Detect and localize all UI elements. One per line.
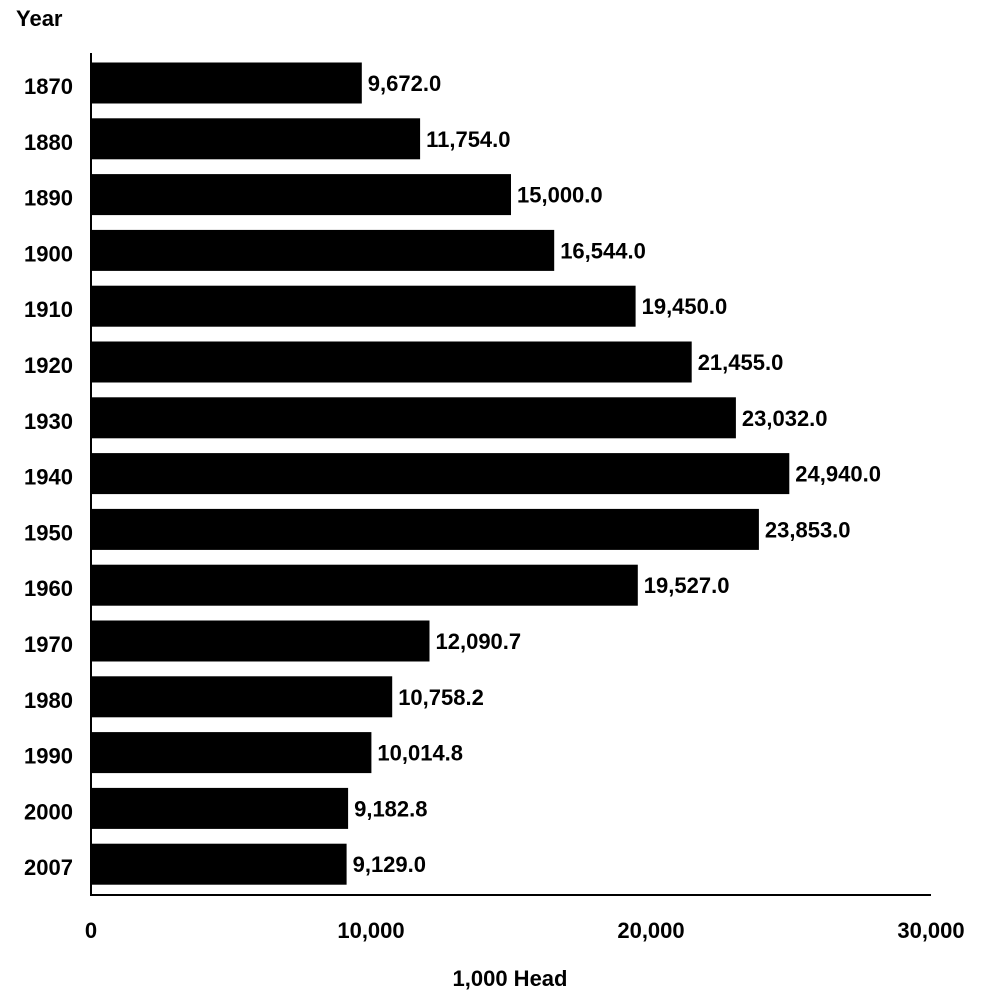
bar-1910 (91, 285, 636, 327)
data-label-1980: 10,758.2 (398, 685, 484, 710)
x-tick-label-20000: 20,000 (617, 918, 684, 943)
bar-1920 (91, 341, 692, 383)
data-label-1990: 10,014.8 (377, 741, 463, 766)
data-label-2007: 9,129.0 (353, 852, 426, 877)
bar-1870 (91, 62, 362, 104)
category-label-1990: 1990 (24, 744, 73, 769)
y-axis-title: Year (16, 6, 63, 31)
bar-2000 (91, 787, 349, 829)
x-tick-label-0: 0 (85, 918, 97, 943)
bar-1980 (91, 676, 393, 718)
data-label-1930: 23,032.0 (742, 406, 828, 431)
data-label-1890: 15,000.0 (517, 183, 603, 208)
x-axis-title: 1,000 Head (453, 966, 568, 991)
bar-1900 (91, 229, 555, 271)
data-label-1900: 16,544.0 (560, 238, 646, 263)
category-label-2000: 2000 (24, 799, 73, 824)
category-label-1920: 1920 (24, 353, 73, 378)
bar-1960 (91, 564, 638, 606)
x-tick-label-10000: 10,000 (337, 918, 404, 943)
data-label-1870: 9,672.0 (368, 71, 441, 96)
data-label-1960: 19,527.0 (644, 573, 730, 598)
category-label-1900: 1900 (24, 241, 73, 266)
category-label-1980: 1980 (24, 688, 73, 713)
data-label-1950: 23,853.0 (765, 517, 851, 542)
bar-1990 (91, 732, 372, 774)
category-label-1890: 1890 (24, 186, 73, 211)
category-label-1930: 1930 (24, 409, 73, 434)
data-label-1910: 19,450.0 (642, 294, 728, 319)
bar-1890 (91, 174, 511, 216)
data-labels-layer: 9,672.0 11,754.0 15,000.0 16,544.0 19,450.0 2… (353, 71, 881, 877)
data-label-2000: 9,182.8 (354, 796, 427, 821)
x-tick-labels-layer: 0 10,000 20,000 30,000 (85, 918, 965, 943)
bar-1970 (91, 620, 430, 662)
bar-1880 (91, 118, 421, 160)
category-labels-layer: 1870 1880 1890 1900 1910 1920 1930 1940 1950 1960… (24, 74, 73, 880)
bar-1940 (91, 453, 790, 495)
bar-1930 (91, 397, 736, 439)
x-tick-label-30000: 30,000 (897, 918, 964, 943)
data-label-1970: 12,090.7 (436, 629, 522, 654)
category-label-2007: 2007 (24, 855, 73, 880)
category-label-1970: 1970 (24, 632, 73, 657)
bars-layer (91, 62, 790, 885)
category-label-1870: 1870 (24, 74, 73, 99)
category-label-1910: 1910 (24, 297, 73, 322)
data-label-1880: 11,754.0 (426, 127, 510, 152)
bar-1950 (91, 508, 759, 550)
data-label-1920: 21,455.0 (698, 350, 784, 375)
category-label-1940: 1940 (24, 465, 73, 490)
data-label-1940: 24,940.0 (795, 462, 881, 487)
category-label-1960: 1960 (24, 576, 73, 601)
category-label-1950: 1950 (24, 520, 73, 545)
bar-2007 (91, 843, 347, 885)
category-label-1880: 1880 (24, 130, 73, 155)
